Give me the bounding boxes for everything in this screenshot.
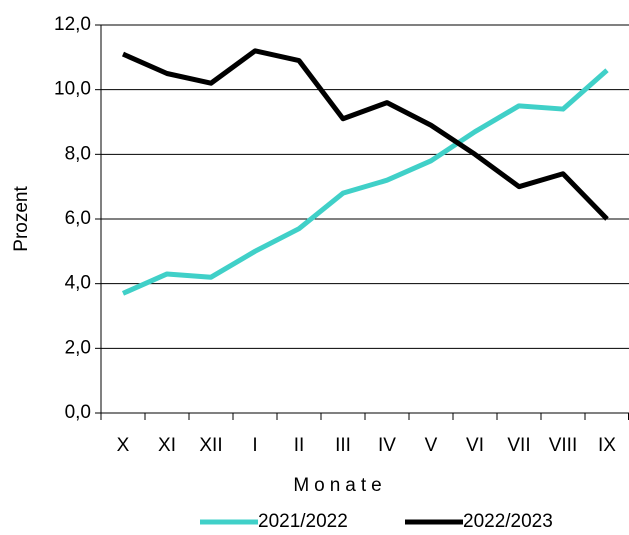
y-tick-label: 4,0 xyxy=(65,273,91,294)
x-tick-label: XI xyxy=(158,435,176,456)
y-tick-label: 0,0 xyxy=(65,402,91,423)
x-tick-label: III xyxy=(335,435,351,456)
x-tick-label: IV xyxy=(378,435,396,456)
y-tick-label: 2,0 xyxy=(65,337,91,358)
y-tick-label: 8,0 xyxy=(65,143,91,164)
legend-label: 2022/2023 xyxy=(463,511,553,532)
x-tick-label: XII xyxy=(199,435,222,456)
x-tick-label: VIII xyxy=(549,435,578,456)
x-tick-label: II xyxy=(294,435,305,456)
x-tick-label: X xyxy=(117,435,130,456)
legend-label: 2021/2022 xyxy=(258,511,348,532)
x-tick-label: VI xyxy=(466,435,484,456)
x-tick-label: VII xyxy=(507,435,530,456)
y-axis-label: Prozent xyxy=(11,186,32,252)
y-tick-label: 12,0 xyxy=(54,14,91,35)
data-line xyxy=(121,48,609,221)
x-tick-label: I xyxy=(252,435,257,456)
x-axis-label: Monate xyxy=(293,475,386,496)
data-line xyxy=(121,68,609,296)
y-tick-label: 10,0 xyxy=(54,79,91,100)
y-tick-label: 6,0 xyxy=(65,208,91,229)
x-tick-label: IX xyxy=(598,435,616,456)
x-tick-label: V xyxy=(425,435,438,456)
